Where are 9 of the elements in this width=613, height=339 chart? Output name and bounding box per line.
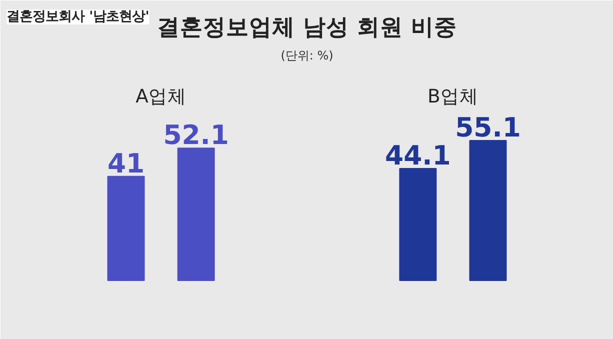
data-label: 52.1 bbox=[163, 120, 229, 152]
data-label: 44.1 bbox=[385, 140, 451, 172]
data-label: 55.1 bbox=[455, 112, 521, 144]
data-label: 41 bbox=[107, 148, 145, 180]
text: 결혼정보회사 '남초현상' bbox=[6, 10, 150, 24]
chart-title: 결혼정보업체 남성 회원 비중 bbox=[157, 14, 457, 40]
chart-subtitle: (단위: %) bbox=[280, 48, 334, 62]
x-tick-label: A업체 bbox=[136, 86, 186, 108]
x-tick-label: B업체 bbox=[428, 86, 478, 108]
